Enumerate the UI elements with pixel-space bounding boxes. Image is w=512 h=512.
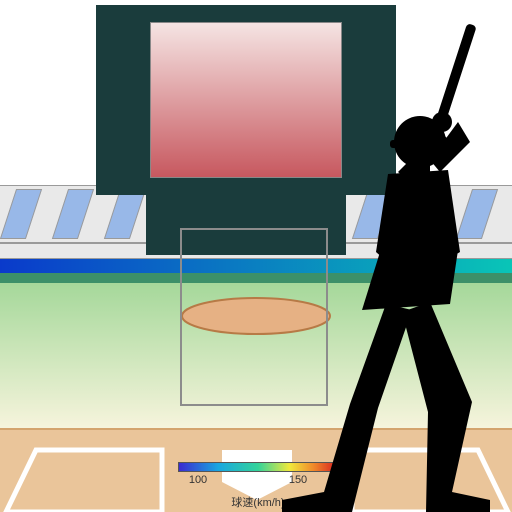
speed-legend-ticks: 100 150 <box>0 474 512 490</box>
stands-light-panel <box>352 189 394 239</box>
stands-light-panel <box>0 189 42 239</box>
speed-legend-bar <box>178 462 338 472</box>
speed-legend-tick: 100 <box>189 474 207 486</box>
stands-light-panel <box>456 189 498 239</box>
speed-legend-tick: 150 <box>289 474 307 486</box>
stands-light-panel <box>52 189 94 239</box>
stands-light-panel <box>104 189 146 239</box>
stands-light-panel <box>404 189 446 239</box>
dirt-edge-line <box>0 428 512 430</box>
pitch-location-diagram: 100 150 球速(km/h) <box>0 0 512 512</box>
strike-zone <box>180 228 328 406</box>
scoreboard-screen <box>150 22 342 178</box>
speed-legend-title: 球速(km/h) <box>231 494 284 510</box>
